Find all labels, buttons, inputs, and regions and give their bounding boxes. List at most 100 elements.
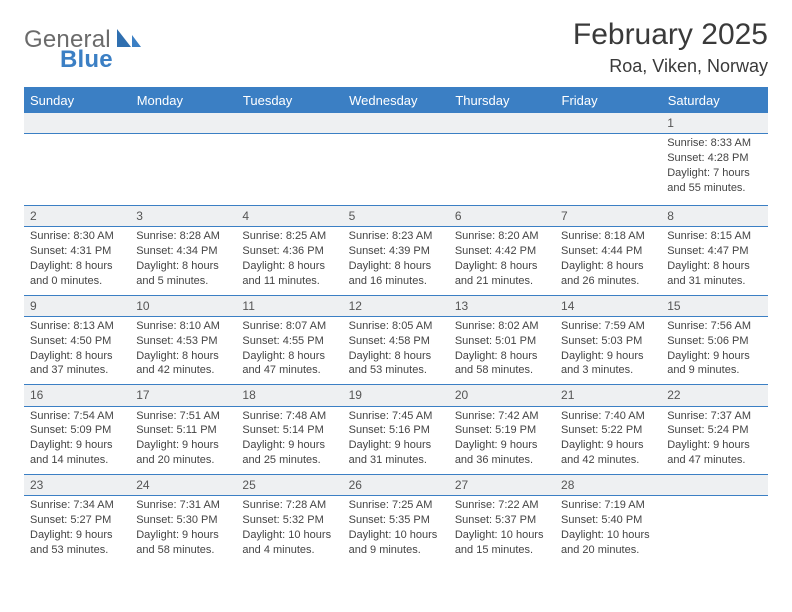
day-number-cell: 15	[661, 295, 767, 316]
day-number-cell: 17	[130, 385, 236, 406]
day-content-cell	[236, 134, 342, 206]
content-row: Sunrise: 7:34 AMSunset: 5:27 PMDaylight:…	[24, 496, 768, 564]
dl1-line: Daylight: 8 hours	[455, 349, 549, 364]
day-number-cell: 19	[343, 385, 449, 406]
dl2-line: and 42 minutes.	[136, 363, 230, 378]
dl1-line: Daylight: 8 hours	[30, 259, 124, 274]
day-lines: Sunrise: 8:23 AMSunset: 4:39 PMDaylight:…	[349, 229, 443, 288]
sunset-line: Sunset: 4:50 PM	[30, 334, 124, 349]
logo-text-blue: Blue	[60, 46, 113, 73]
day-number-cell: 14	[555, 295, 661, 316]
day-content-cell: Sunrise: 8:23 AMSunset: 4:39 PMDaylight:…	[343, 227, 449, 295]
dl1-line: Daylight: 9 hours	[667, 438, 761, 453]
sunset-line: Sunset: 5:01 PM	[455, 334, 549, 349]
day-number-cell: 10	[130, 295, 236, 316]
day-lines: Sunrise: 7:22 AMSunset: 5:37 PMDaylight:…	[455, 498, 549, 557]
dl1-line: Daylight: 9 hours	[136, 528, 230, 543]
day-content-cell	[24, 134, 130, 206]
sunset-line: Sunset: 4:42 PM	[455, 244, 549, 259]
dl1-line: Daylight: 8 hours	[349, 259, 443, 274]
dl1-line: Daylight: 8 hours	[667, 259, 761, 274]
logo-sail-icon	[115, 27, 141, 54]
sunrise-line: Sunrise: 7:48 AM	[242, 409, 336, 424]
day-number-cell: 20	[449, 385, 555, 406]
day-content-cell	[130, 134, 236, 206]
day-number-cell: 4	[236, 206, 342, 227]
day-content-cell: Sunrise: 7:42 AMSunset: 5:19 PMDaylight:…	[449, 406, 555, 474]
sunrise-line: Sunrise: 7:56 AM	[667, 319, 761, 334]
daynum-row: 9101112131415	[24, 295, 768, 316]
calendar-page: General February 2025 Roa, Viken, Norway…	[0, 0, 792, 612]
sunrise-line: Sunrise: 7:28 AM	[242, 498, 336, 513]
dl2-line: and 58 minutes.	[136, 543, 230, 558]
day-lines: Sunrise: 8:02 AMSunset: 5:01 PMDaylight:…	[455, 319, 549, 378]
day-content-cell: Sunrise: 8:30 AMSunset: 4:31 PMDaylight:…	[24, 227, 130, 295]
day-number-cell: 7	[555, 206, 661, 227]
page-subtitle: Roa, Viken, Norway	[573, 56, 768, 77]
dl2-line: and 3 minutes.	[561, 363, 655, 378]
sunset-line: Sunset: 5:37 PM	[455, 513, 549, 528]
sunrise-line: Sunrise: 7:31 AM	[136, 498, 230, 513]
day-lines: Sunrise: 8:13 AMSunset: 4:50 PMDaylight:…	[30, 319, 124, 378]
day-content-cell	[555, 134, 661, 206]
sunrise-line: Sunrise: 8:18 AM	[561, 229, 655, 244]
sunrise-line: Sunrise: 8:05 AM	[349, 319, 443, 334]
day-lines: Sunrise: 7:37 AMSunset: 5:24 PMDaylight:…	[667, 409, 761, 468]
day-number-cell	[661, 474, 767, 495]
day-content-cell	[343, 134, 449, 206]
sunset-line: Sunset: 5:11 PM	[136, 423, 230, 438]
sunrise-line: Sunrise: 7:45 AM	[349, 409, 443, 424]
sunset-line: Sunset: 5:27 PM	[30, 513, 124, 528]
day-content-cell: Sunrise: 7:48 AMSunset: 5:14 PMDaylight:…	[236, 406, 342, 474]
content-row: Sunrise: 8:30 AMSunset: 4:31 PMDaylight:…	[24, 227, 768, 295]
day-number-cell: 13	[449, 295, 555, 316]
dl2-line: and 36 minutes.	[455, 453, 549, 468]
sunset-line: Sunset: 4:39 PM	[349, 244, 443, 259]
dl2-line: and 15 minutes.	[455, 543, 549, 558]
sunrise-line: Sunrise: 8:33 AM	[667, 136, 761, 151]
dl1-line: Daylight: 8 hours	[242, 259, 336, 274]
day-number-cell	[130, 113, 236, 134]
sunset-line: Sunset: 5:19 PM	[455, 423, 549, 438]
day-content-cell: Sunrise: 8:10 AMSunset: 4:53 PMDaylight:…	[130, 316, 236, 384]
day-lines: Sunrise: 7:51 AMSunset: 5:11 PMDaylight:…	[136, 409, 230, 468]
sunset-line: Sunset: 5:03 PM	[561, 334, 655, 349]
daynum-row: 1	[24, 113, 768, 134]
content-row: Sunrise: 8:13 AMSunset: 4:50 PMDaylight:…	[24, 316, 768, 384]
day-content-cell: Sunrise: 7:45 AMSunset: 5:16 PMDaylight:…	[343, 406, 449, 474]
sunrise-line: Sunrise: 7:54 AM	[30, 409, 124, 424]
dl2-line: and 47 minutes.	[242, 363, 336, 378]
dl2-line: and 14 minutes.	[30, 453, 124, 468]
day-number-cell: 9	[24, 295, 130, 316]
day-number-cell: 21	[555, 385, 661, 406]
sunrise-line: Sunrise: 7:42 AM	[455, 409, 549, 424]
day-number-cell: 6	[449, 206, 555, 227]
day-number-cell: 24	[130, 474, 236, 495]
dl1-line: Daylight: 8 hours	[561, 259, 655, 274]
dl1-line: Daylight: 8 hours	[30, 349, 124, 364]
dl2-line: and 26 minutes.	[561, 274, 655, 289]
dl2-line: and 20 minutes.	[136, 453, 230, 468]
day-lines: Sunrise: 8:25 AMSunset: 4:36 PMDaylight:…	[242, 229, 336, 288]
sunrise-line: Sunrise: 8:25 AM	[242, 229, 336, 244]
day-number-cell	[449, 113, 555, 134]
day-lines: Sunrise: 8:10 AMSunset: 4:53 PMDaylight:…	[136, 319, 230, 378]
day-number-cell: 3	[130, 206, 236, 227]
day-lines: Sunrise: 8:20 AMSunset: 4:42 PMDaylight:…	[455, 229, 549, 288]
dl1-line: Daylight: 9 hours	[349, 438, 443, 453]
dl1-line: Daylight: 8 hours	[136, 259, 230, 274]
dl1-line: Daylight: 8 hours	[242, 349, 336, 364]
dl1-line: Daylight: 10 hours	[242, 528, 336, 543]
dl1-line: Daylight: 9 hours	[561, 349, 655, 364]
day-lines: Sunrise: 7:34 AMSunset: 5:27 PMDaylight:…	[30, 498, 124, 557]
sunset-line: Sunset: 4:44 PM	[561, 244, 655, 259]
sunset-line: Sunset: 4:47 PM	[667, 244, 761, 259]
header-row: General February 2025 Roa, Viken, Norway	[24, 18, 768, 77]
day-number-cell: 28	[555, 474, 661, 495]
weekday-header: Friday	[555, 89, 661, 113]
dl2-line: and 42 minutes.	[561, 453, 655, 468]
sunset-line: Sunset: 5:09 PM	[30, 423, 124, 438]
daynum-row: 2345678	[24, 206, 768, 227]
sunset-line: Sunset: 4:31 PM	[30, 244, 124, 259]
day-content-cell: Sunrise: 7:59 AMSunset: 5:03 PMDaylight:…	[555, 316, 661, 384]
